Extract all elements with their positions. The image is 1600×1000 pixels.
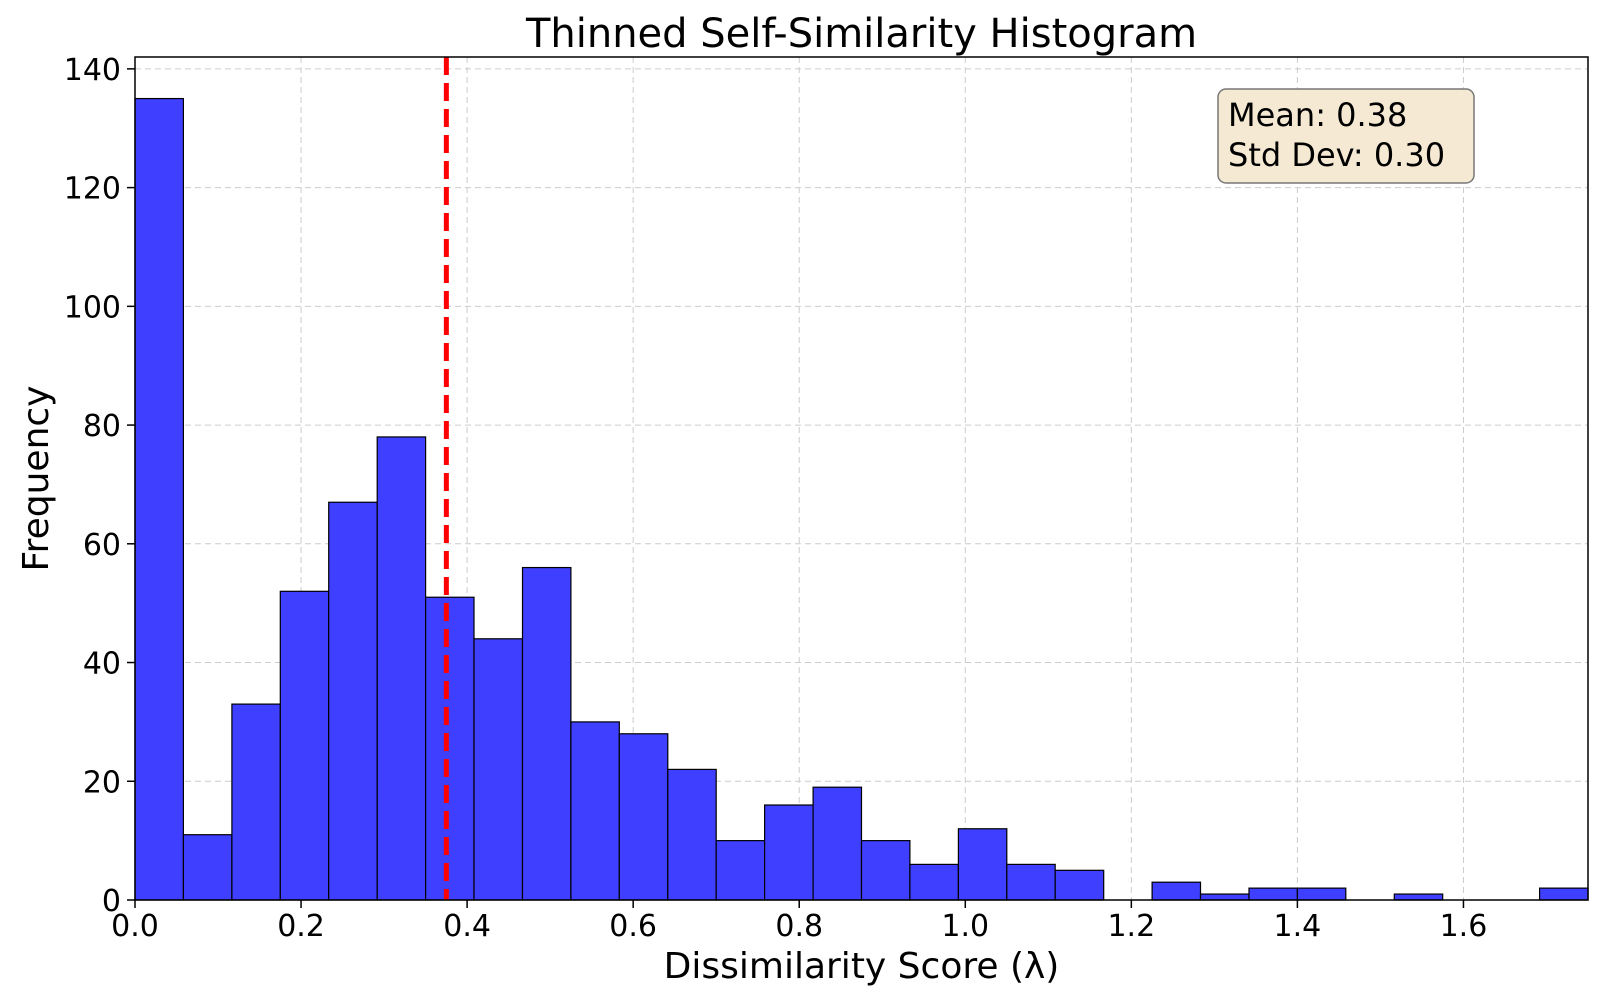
histogram-bar-26 (1393, 893, 1444, 901)
x-axis-title: Dissimilarity Score (λ) (664, 946, 1060, 987)
x-tick-label-1: 0.2 (277, 909, 325, 944)
histogram-bar-7 (473, 638, 524, 901)
y-tick-label-0: 0 (102, 884, 121, 919)
histogram-bar-21 (1151, 881, 1202, 901)
histogram-bar-1 (182, 834, 233, 901)
stats-box: Mean: 0.38 Std Dev: 0.30 (1217, 88, 1475, 184)
histogram-bar-23 (1248, 887, 1299, 901)
x-tick-label-2: 0.4 (443, 909, 491, 944)
y-tick-label-6: 120 (64, 172, 121, 207)
histogram-bar-19 (1054, 869, 1105, 901)
histogram-bar-29 (1538, 887, 1589, 901)
histogram-bar-9 (570, 721, 620, 901)
bars-layer (134, 97, 1589, 901)
histogram-bar-12 (715, 840, 766, 901)
histogram-bar-14 (812, 786, 863, 901)
y-tick-label-5: 100 (64, 290, 121, 325)
histogram-bar-2 (231, 703, 281, 901)
histogram-bar-8 (521, 566, 572, 901)
histogram-bar-18 (1006, 863, 1056, 901)
y-axis-title: Frequency (16, 386, 57, 572)
histogram-bar-15 (860, 840, 911, 901)
histogram-bar-3 (279, 590, 330, 901)
histogram-bar-24 (1296, 887, 1347, 901)
x-tick-label-7: 1.4 (1274, 909, 1322, 944)
histogram-bar-6 (425, 596, 475, 901)
x-tick-label-8: 1.6 (1440, 909, 1488, 944)
x-tick-label-4: 0.8 (775, 909, 823, 944)
y-tick-label-1: 20 (83, 765, 121, 800)
stats-std-text: Std Dev: 0.30 (1228, 136, 1445, 174)
ticks-layer: 0.0 0.2 0.4 0.6 0.8 1.0 1.2 1.4 1.6 0 20 40 60 80 100 1… (64, 53, 1488, 944)
histogram-bar-16 (909, 863, 959, 901)
histogram-bar-11 (667, 768, 717, 901)
x-tick-label-0: 0.0 (111, 909, 159, 944)
x-tick-label-3: 0.6 (609, 909, 657, 944)
x-tick-label-5: 1.0 (941, 909, 989, 944)
histogram-bar-4 (328, 501, 378, 901)
histogram-bar-17 (957, 828, 1008, 901)
chart-title: Thinned Self-Similarity Histogram (525, 11, 1197, 57)
histogram-bar-10 (618, 733, 669, 901)
histogram-bar-5 (376, 436, 427, 901)
stats-mean-text: Mean: 0.38 (1228, 96, 1407, 134)
histogram-bar-13 (764, 804, 814, 901)
y-tick-label-4: 80 (83, 409, 121, 444)
y-tick-label-7: 140 (64, 53, 121, 88)
histogram-bar-22 (1199, 893, 1250, 901)
plot-frame (134, 56, 1589, 901)
histogram-bar-0 (134, 97, 185, 901)
y-tick-label-2: 40 (83, 647, 121, 682)
y-tick-label-3: 60 (83, 528, 121, 563)
stats-box-background (1217, 88, 1475, 184)
x-tick-label-6: 1.2 (1107, 909, 1155, 944)
